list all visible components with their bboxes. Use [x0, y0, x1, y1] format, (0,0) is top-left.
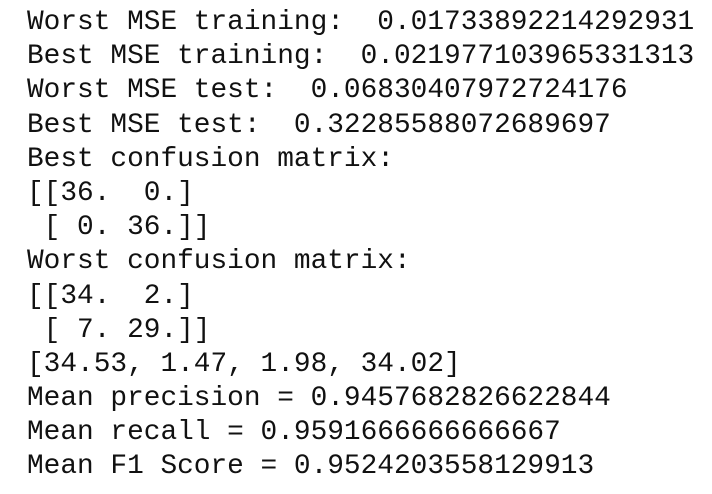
output-line: Best MSE training: 0.021977103965331313 — [27, 41, 695, 73]
output-line: Mean F1 Score = 0.9524203558129913 — [27, 451, 595, 483]
output-line: Worst MSE training: 0.01733892214292931 — [27, 7, 695, 38]
output-line: Worst confusion matrix: — [27, 246, 411, 278]
output-line: Mean precision = 0.9457682826622844 — [27, 383, 611, 415]
output-line: [[34. 2.] — [27, 280, 194, 312]
output-line: Mean recall = 0.9591666666666667 — [27, 417, 561, 449]
output-line: Best MSE test: 0.32285588072689697 — [27, 109, 611, 141]
output-line: [34.53, 1.47, 1.98, 34.02] — [27, 348, 461, 380]
output-line: [ 7. 29.]] — [27, 314, 211, 346]
output-line: [ 0. 36.]] — [27, 212, 211, 244]
output-line: [[36. 0.] — [27, 177, 194, 209]
output-line: Best confusion matrix: — [27, 143, 394, 175]
output-line: Worst MSE test: 0.06830407972724176 — [27, 75, 628, 107]
